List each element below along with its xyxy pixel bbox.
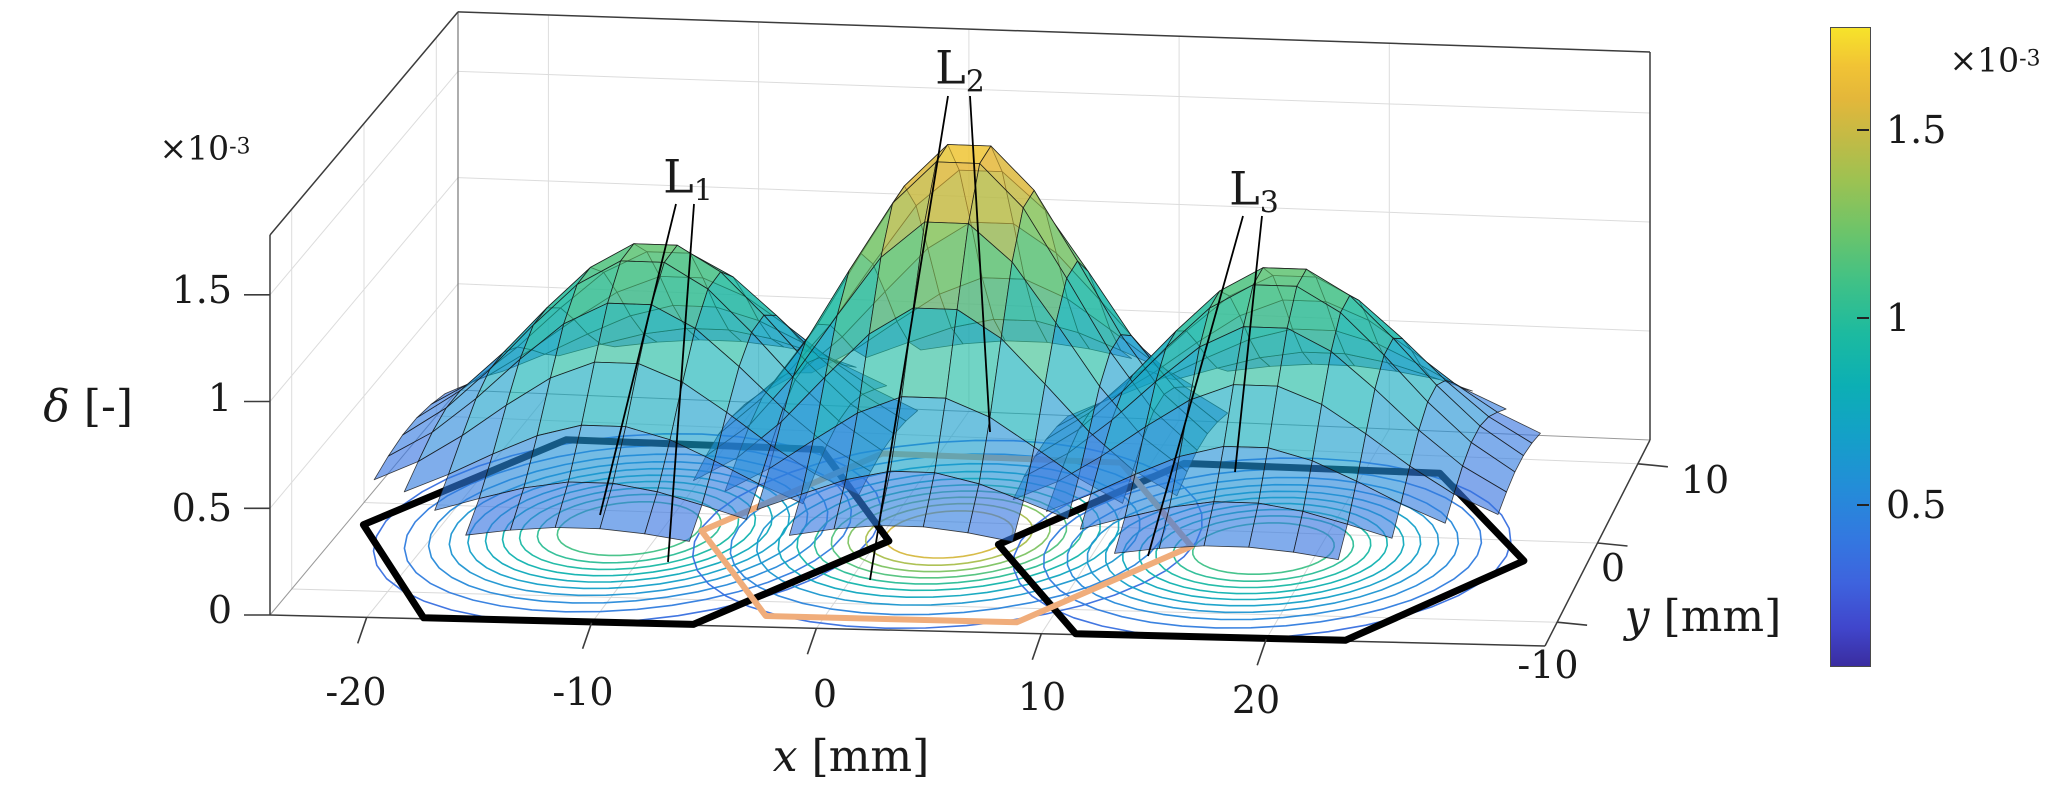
colorbar-tick-mark-0.5 [1857,504,1869,506]
colorbar-tick-mark-1.5 [1857,129,1869,131]
colorbar [1830,27,1871,667]
colorbar-gradient [1831,28,1870,666]
colorbar-tick-mark-1 [1857,317,1869,319]
